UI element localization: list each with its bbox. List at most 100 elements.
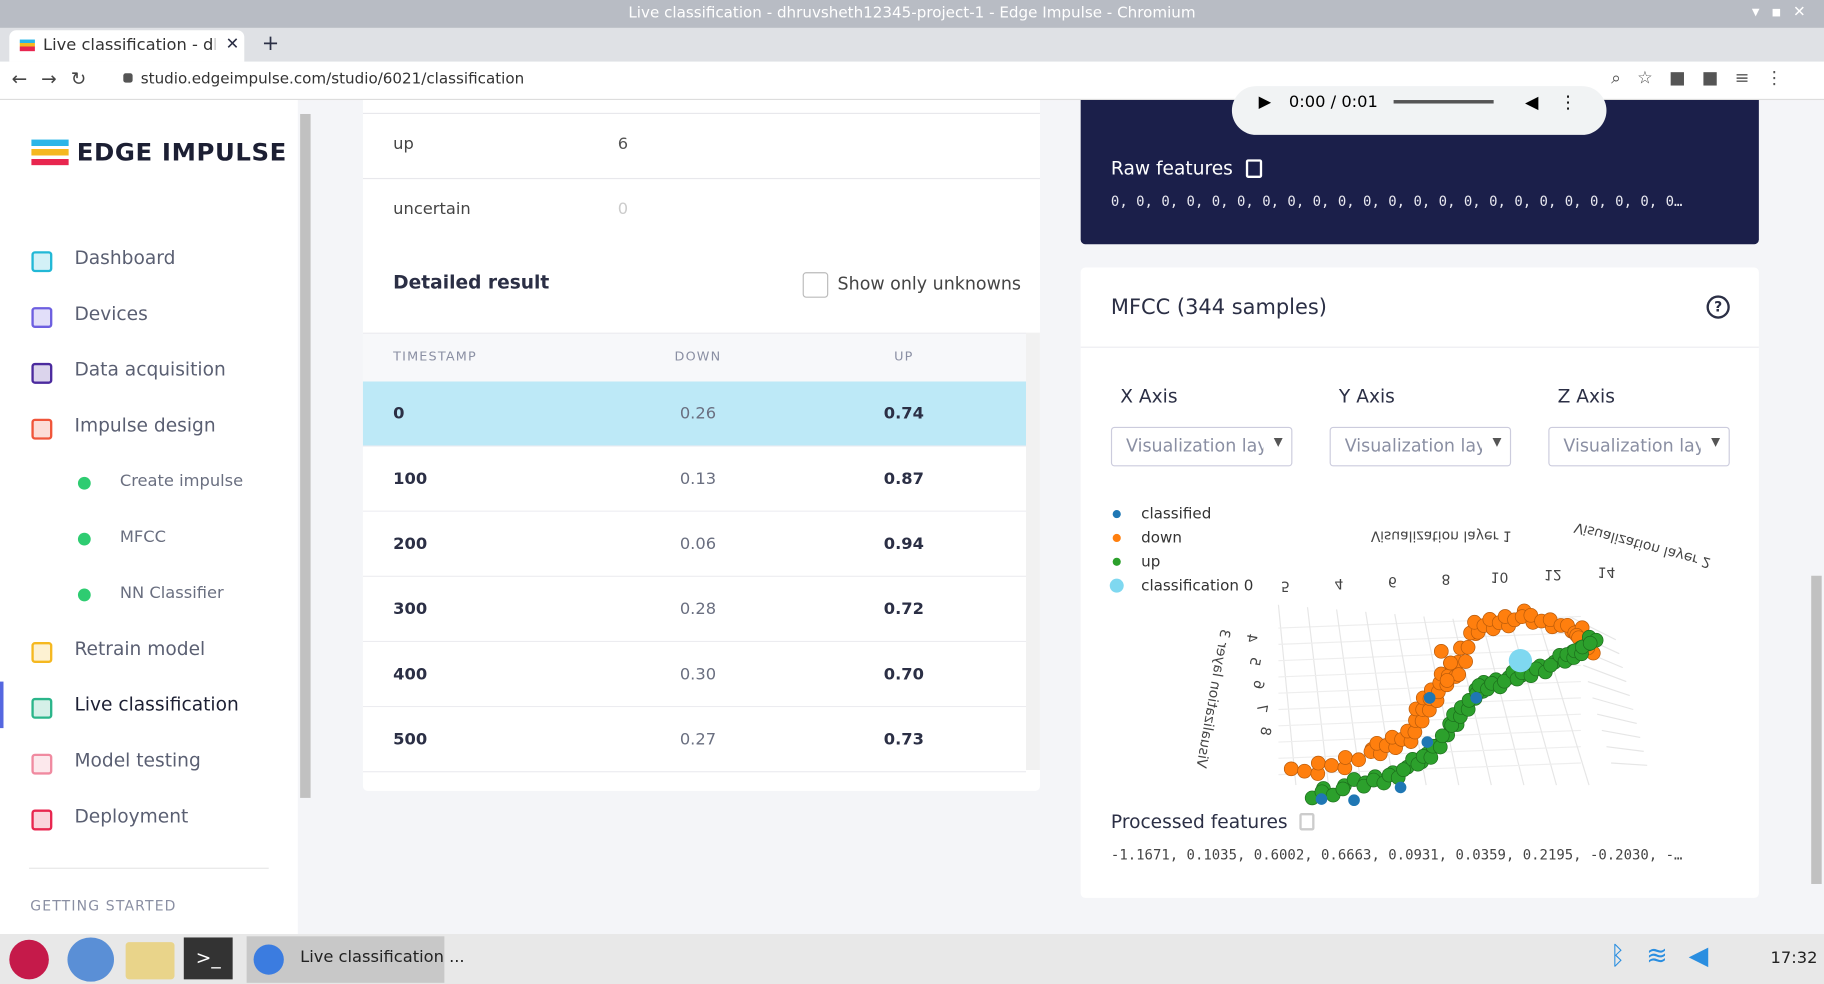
tab-title: Live classification - dhru: [43, 36, 215, 55]
table-cell: 300: [393, 600, 428, 619]
nav-icon: [31, 307, 53, 328]
browser-icon[interactable]: [67, 937, 115, 982]
plot-grid: [1278, 632, 1581, 645]
tab-close[interactable]: ✕: [225, 34, 240, 54]
nav-item[interactable]: Create impulse: [119, 472, 244, 491]
files-icon[interactable]: [125, 942, 175, 980]
new-tab[interactable]: +: [261, 31, 280, 56]
plot-grid: [1278, 713, 1581, 727]
window-title: Live classification - dhruvsheth12345-pr…: [628, 4, 1196, 23]
nav-dot: [77, 476, 91, 490]
axis-tick: 10: [1491, 568, 1509, 584]
plot-grid: [1539, 625, 1590, 786]
plot-grid: [1481, 620, 1525, 786]
nav-item[interactable]: Model testing: [74, 749, 201, 772]
table-row[interactable]: [362, 707, 1027, 773]
axis-label: Z Axis: [1557, 384, 1615, 408]
axis-select[interactable]: [1110, 426, 1293, 467]
nav-item[interactable]: MFCC: [119, 528, 166, 547]
scatter-point: [1470, 692, 1483, 704]
window-controls[interactable]: ▾▪✕: [1751, 3, 1818, 21]
nav-item[interactable]: Devices: [74, 302, 148, 325]
axis-tick: 8: [1442, 571, 1451, 587]
nav-item[interactable]: Impulse design: [74, 414, 216, 437]
url[interactable]: studio.edgeimpulse.com/studio/6021/class…: [140, 70, 525, 89]
axis-select[interactable]: [1548, 426, 1730, 467]
legend-marker: [1112, 510, 1121, 519]
axis-select[interactable]: [1329, 426, 1512, 467]
table-cell: 0: [393, 404, 405, 424]
tab[interactable]: [9, 30, 245, 62]
nav-item[interactable]: Data acquisition: [74, 358, 226, 381]
scatter-point: [1434, 728, 1450, 744]
table-row[interactable]: [362, 511, 1027, 577]
table-row[interactable]: [362, 642, 1027, 708]
scatter-point: [1439, 673, 1455, 688]
terminal-icon[interactable]: >_: [183, 937, 233, 980]
player-progress[interactable]: [1393, 100, 1494, 104]
summary-label: up: [393, 134, 414, 154]
scatter-point: [1335, 781, 1351, 797]
nav-item[interactable]: Dashboard: [74, 246, 176, 269]
legend-label: classified: [1141, 505, 1211, 523]
nav-item[interactable]: Live classification: [74, 693, 239, 716]
summary-value: 6: [617, 134, 629, 154]
nav-buttons[interactable]: ←→↻: [11, 67, 101, 90]
table-cell: 400: [393, 665, 428, 684]
table-row[interactable]: [362, 576, 1027, 643]
logo-text: EDGE IMPULSE: [76, 138, 287, 167]
checkbox-label[interactable]: Show only unknowns: [837, 273, 1022, 295]
card-divider: [362, 112, 1040, 114]
nav-item[interactable]: NN Classifier: [119, 583, 224, 603]
axis-tick: 14: [1598, 564, 1616, 580]
card-divider: [1080, 346, 1759, 348]
legend-label: down: [1141, 529, 1182, 547]
copy-icon[interactable]: [1245, 159, 1263, 178]
player-controls[interactable]: ◀⋮: [1525, 91, 1598, 113]
toolbar-icons[interactable]: ⌕☆■■≡⋮: [1611, 67, 1800, 89]
mfcc-title: MFCC (344 samples): [1110, 295, 1327, 320]
axis-title: Visualization layer 3: [1192, 628, 1232, 769]
checkbox[interactable]: [802, 272, 829, 298]
scatter-point: [1310, 755, 1326, 771]
scatter-point: [1394, 781, 1407, 794]
scatter-point: [1582, 635, 1598, 651]
player-time: 0:00 / 0:01: [1288, 93, 1378, 112]
scatter-plot: classified down up classification 0 Visualiz…: [1109, 505, 1713, 807]
axis-tick: 7: [1253, 702, 1270, 714]
nav-item[interactable]: Deployment: [74, 804, 189, 827]
column-header: UP: [894, 348, 914, 365]
legend-marker: [1112, 533, 1121, 543]
table-cell: 0.30: [679, 665, 717, 684]
scatter-point: [1460, 639, 1476, 655]
scatter-point: [1297, 763, 1312, 779]
active-indicator: [0, 681, 4, 729]
legend-marker: [1109, 578, 1124, 593]
plot-grid: [1592, 697, 1634, 711]
scatter-point: [1443, 655, 1458, 671]
select-arrow: ▼: [1711, 436, 1721, 449]
table-row[interactable]: [362, 446, 1027, 512]
sidebar-scrollbar[interactable]: [300, 113, 311, 798]
select-arrow: ▼: [1492, 436, 1502, 449]
sidebar-divider: [29, 867, 269, 869]
plot-grid: [1601, 729, 1641, 738]
table-cell: 0.26: [679, 404, 717, 424]
audio-player[interactable]: [1231, 86, 1607, 135]
tab-bar: [0, 27, 1824, 62]
copy-icon[interactable]: [1299, 813, 1315, 831]
legend-label: up: [1141, 552, 1160, 570]
table-cell: 0.70: [883, 665, 924, 684]
axis-title: Visualization layer 1: [1371, 528, 1512, 544]
raspberry-icon[interactable]: [9, 939, 49, 980]
table-row[interactable]: [362, 381, 1027, 447]
play-button[interactable]: ▶: [1258, 93, 1272, 112]
page-scrollbar[interactable]: [1811, 575, 1822, 884]
section-title: Detailed result: [393, 271, 550, 294]
table-scrollbar[interactable]: [1026, 332, 1040, 770]
table-cell: 0.73: [883, 730, 924, 750]
help-icon[interactable]: ?: [1706, 295, 1730, 319]
nav-item[interactable]: Retrain model: [74, 637, 206, 660]
tray-icons[interactable]: ᛒ≋◀: [1609, 942, 1730, 972]
